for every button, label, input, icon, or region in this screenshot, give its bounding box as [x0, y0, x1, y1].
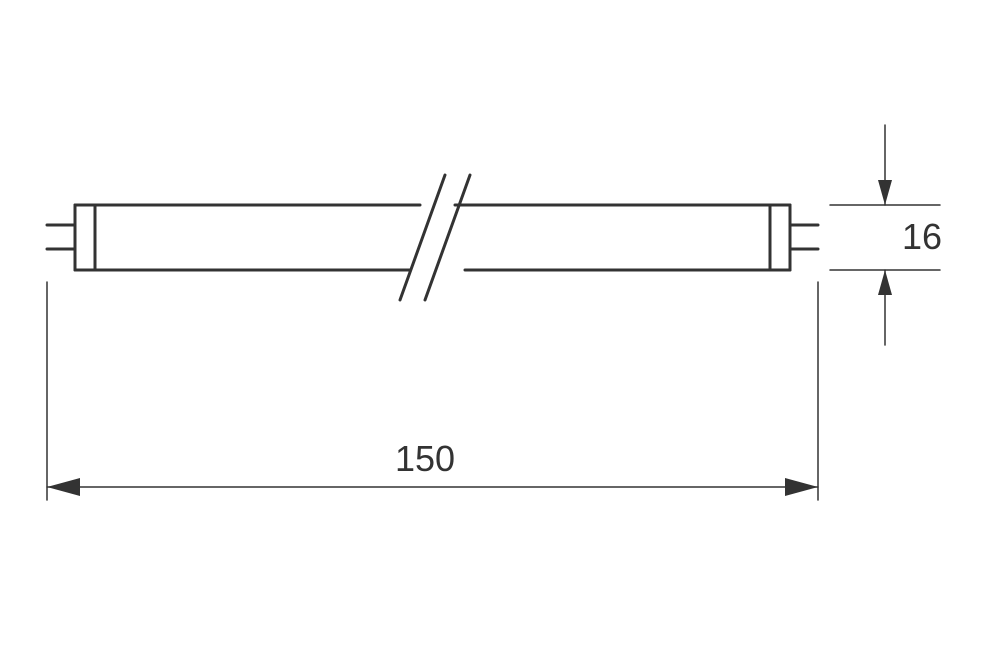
dia-arrow-top [878, 180, 892, 205]
break-slash-2 [425, 175, 470, 300]
diameter-label: 16 [902, 216, 942, 258]
diagram-canvas: 150 16 [0, 0, 1000, 667]
length-label: 150 [395, 438, 455, 480]
len-arrow-left [47, 478, 80, 496]
len-arrow-right [785, 478, 818, 496]
break-slash-1 [400, 175, 445, 300]
drawing-svg [0, 0, 1000, 667]
dia-arrow-bottom [878, 270, 892, 295]
